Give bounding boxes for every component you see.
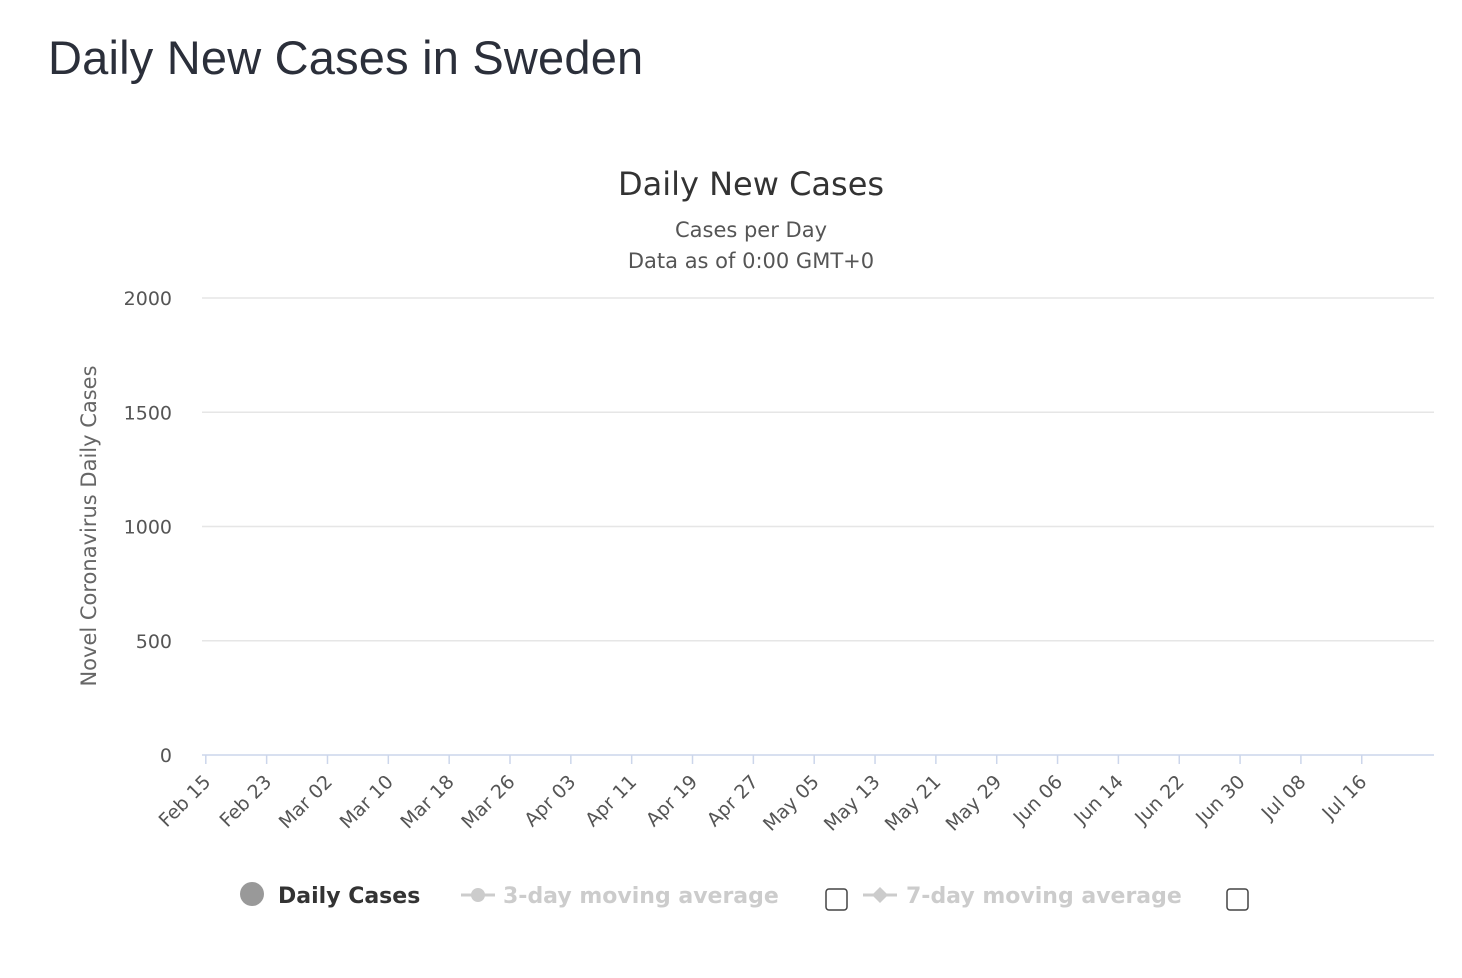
legend-label-3-day-moving-average: 3-day moving average [503, 884, 779, 909]
x-tick-label: Apr 03 [520, 771, 580, 831]
y-tick-label: 2000 [124, 288, 172, 310]
x-tick-label: Apr 19 [642, 771, 702, 831]
x-tick-label: Jun 06 [1008, 771, 1067, 830]
grid-lines [202, 297, 1434, 756]
x-tick-label: Jul 08 [1257, 771, 1311, 825]
x-tick-label: Mar 10 [336, 771, 398, 833]
legend-item-3-day-moving-average[interactable]: 3-day moving average [461, 884, 779, 909]
chart-subtitle-line-1: Cases per Day [675, 218, 827, 242]
x-tick-label: Feb 15 [155, 771, 216, 832]
x-tick-label: Jun 22 [1130, 771, 1189, 830]
legend-item-7-day-moving-average[interactable]: 7-day moving average [863, 884, 1182, 909]
legend-marker-daily-cases-icon [240, 882, 264, 906]
y-tick-label: 1000 [124, 517, 172, 539]
y-tick-label: 1500 [124, 402, 172, 424]
x-tick-label: Apr 27 [703, 771, 763, 831]
y-axis-ticks: 0 500 1000 1500 2000 [124, 288, 172, 767]
x-tick-label: Jul 16 [1317, 771, 1371, 825]
x-tick-label: Feb 23 [215, 771, 276, 832]
legend-label-7-day-moving-average: 7-day moving average [906, 884, 1182, 909]
x-tick-label: May 05 [759, 771, 824, 836]
page-title: Daily New Cases in Sweden [48, 31, 644, 84]
x-tick-label: Mar 26 [457, 771, 519, 833]
x-tick-label: Jun 30 [1191, 771, 1250, 830]
x-tick-label: Mar 18 [396, 771, 458, 833]
x-tick-label: Apr 11 [581, 771, 641, 831]
chart-subtitle-line-2: Data as of 0:00 GMT+0 [628, 249, 874, 273]
x-tick-label: May 13 [820, 771, 885, 836]
legend-marker-3-day-icon [471, 888, 485, 902]
legend-label-daily-cases: Daily Cases [278, 884, 420, 909]
legend-item-daily-cases[interactable]: Daily Cases [240, 882, 420, 909]
chart-title: Daily New Cases [618, 165, 884, 203]
x-tick-label: Jun 14 [1069, 771, 1128, 830]
y-axis-label: Novel Coronavirus Daily Cases [77, 365, 101, 686]
checkbox-7-day-moving-average[interactable] [1226, 888, 1249, 911]
x-tick-label: Mar 02 [275, 771, 337, 833]
checkbox-3-day-moving-average[interactable] [825, 888, 848, 911]
legend-marker-7-day-icon [872, 887, 888, 903]
x-tick-label: May 29 [942, 771, 1007, 836]
y-tick-label: 500 [136, 631, 172, 653]
y-tick-label: 0 [160, 745, 172, 767]
x-tick-label: May 21 [881, 771, 946, 836]
